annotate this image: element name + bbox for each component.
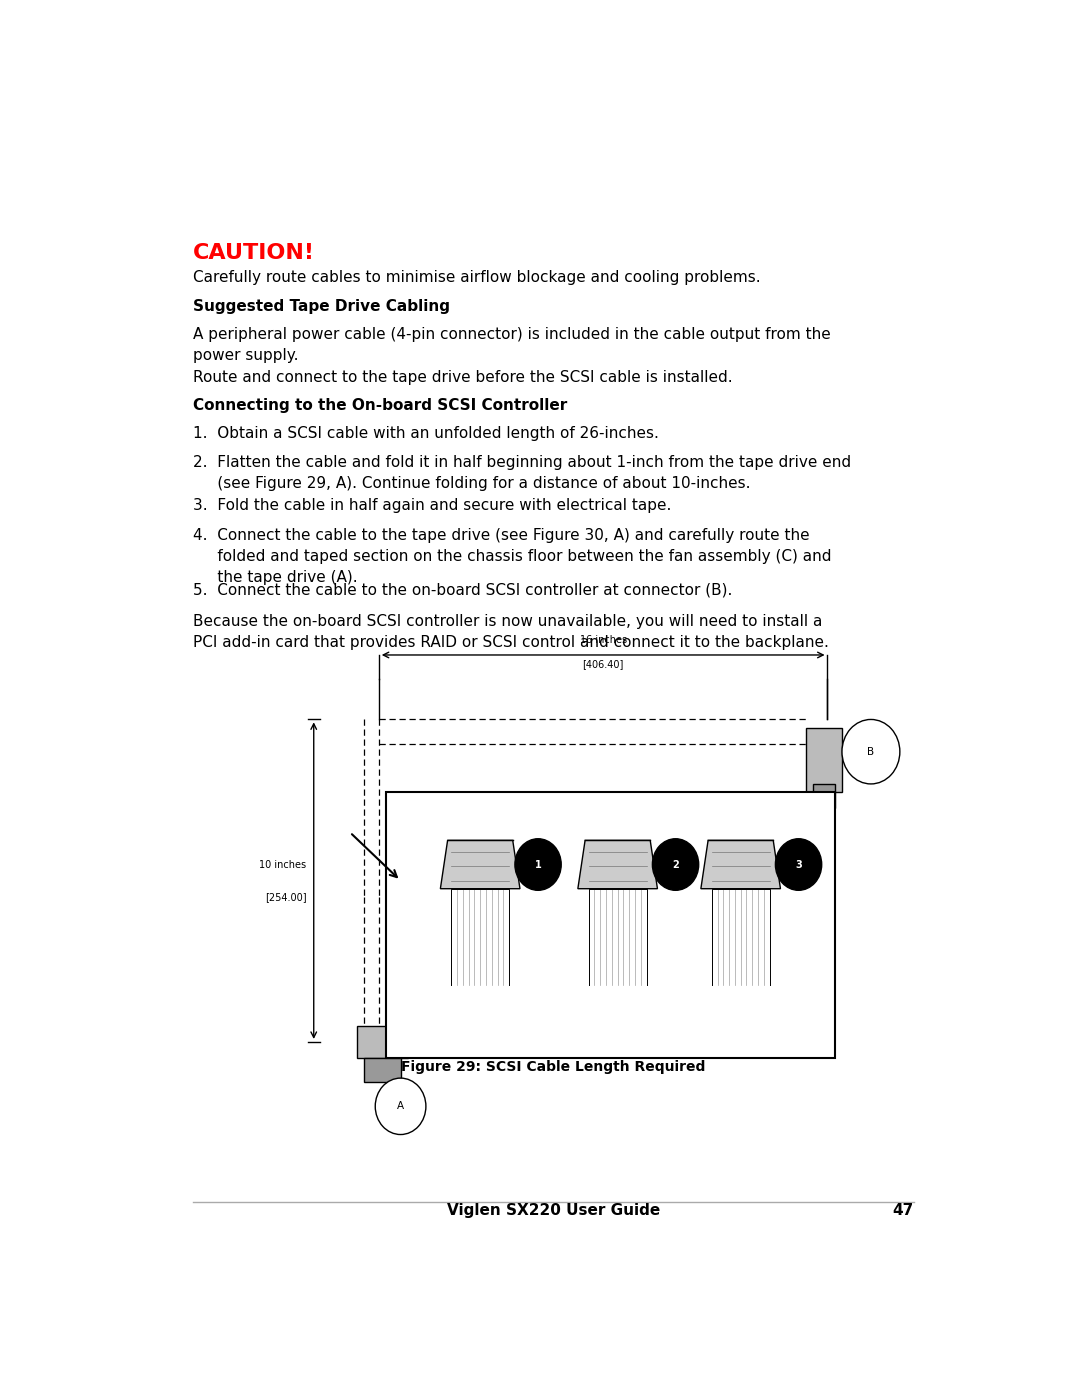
Text: A: A xyxy=(397,1101,404,1112)
Text: Suggested Tape Drive Cabling: Suggested Tape Drive Cabling xyxy=(193,299,450,314)
Bar xyxy=(357,1025,408,1058)
Text: Viglen SX220 User Guide: Viglen SX220 User Guide xyxy=(447,1203,660,1218)
Text: Figure 29: SCSI Cable Length Required: Figure 29: SCSI Cable Length Required xyxy=(402,1060,705,1074)
Text: [254.00]: [254.00] xyxy=(265,891,307,902)
Polygon shape xyxy=(578,841,658,888)
Bar xyxy=(813,784,835,807)
Text: 5.  Connect the cable to the on-board SCSI controller at connector (B).: 5. Connect the cable to the on-board SCS… xyxy=(193,583,732,598)
Text: 16 inches: 16 inches xyxy=(580,636,626,645)
Text: 4.  Connect the cable to the tape drive (see Figure 30, A) and carefully route t: 4. Connect the cable to the tape drive (… xyxy=(193,528,832,585)
Text: A peripheral power cable (4-pin connector) is included in the cable output from : A peripheral power cable (4-pin connecto… xyxy=(193,327,831,363)
Bar xyxy=(806,728,842,792)
Polygon shape xyxy=(441,841,519,888)
Text: B: B xyxy=(867,746,875,757)
Text: [406.40]: [406.40] xyxy=(582,659,624,669)
Circle shape xyxy=(775,838,822,890)
Text: Because the on-board SCSI controller is now unavailable, you will need to instal: Because the on-board SCSI controller is … xyxy=(193,615,829,650)
Circle shape xyxy=(375,1078,426,1134)
Polygon shape xyxy=(701,841,781,888)
Text: 1.  Obtain a SCSI cable with an unfolded length of 26-inches.: 1. Obtain a SCSI cable with an unfolded … xyxy=(193,426,659,441)
Text: 2: 2 xyxy=(672,859,679,869)
Text: Connecting to the On-board SCSI Controller: Connecting to the On-board SCSI Controll… xyxy=(193,398,567,414)
Circle shape xyxy=(515,838,562,890)
Text: CAUTION!: CAUTION! xyxy=(193,243,315,263)
Text: 3: 3 xyxy=(795,859,802,869)
Circle shape xyxy=(842,719,900,784)
Text: Route and connect to the tape drive before the SCSI cable is installed.: Route and connect to the tape drive befo… xyxy=(193,370,732,384)
Text: 47: 47 xyxy=(893,1203,914,1218)
Bar xyxy=(364,1058,401,1083)
Text: 10 inches: 10 inches xyxy=(259,859,307,869)
Text: 2.  Flatten the cable and fold it in half beginning about 1-inch from the tape d: 2. Flatten the cable and fold it in half… xyxy=(193,455,851,490)
Bar xyxy=(387,792,835,1058)
Text: 1: 1 xyxy=(535,859,541,869)
Circle shape xyxy=(652,838,699,890)
Text: 3.  Fold the cable in half again and secure with electrical tape.: 3. Fold the cable in half again and secu… xyxy=(193,497,672,513)
Text: Carefully route cables to minimise airflow blockage and cooling problems.: Carefully route cables to minimise airfl… xyxy=(193,270,760,285)
